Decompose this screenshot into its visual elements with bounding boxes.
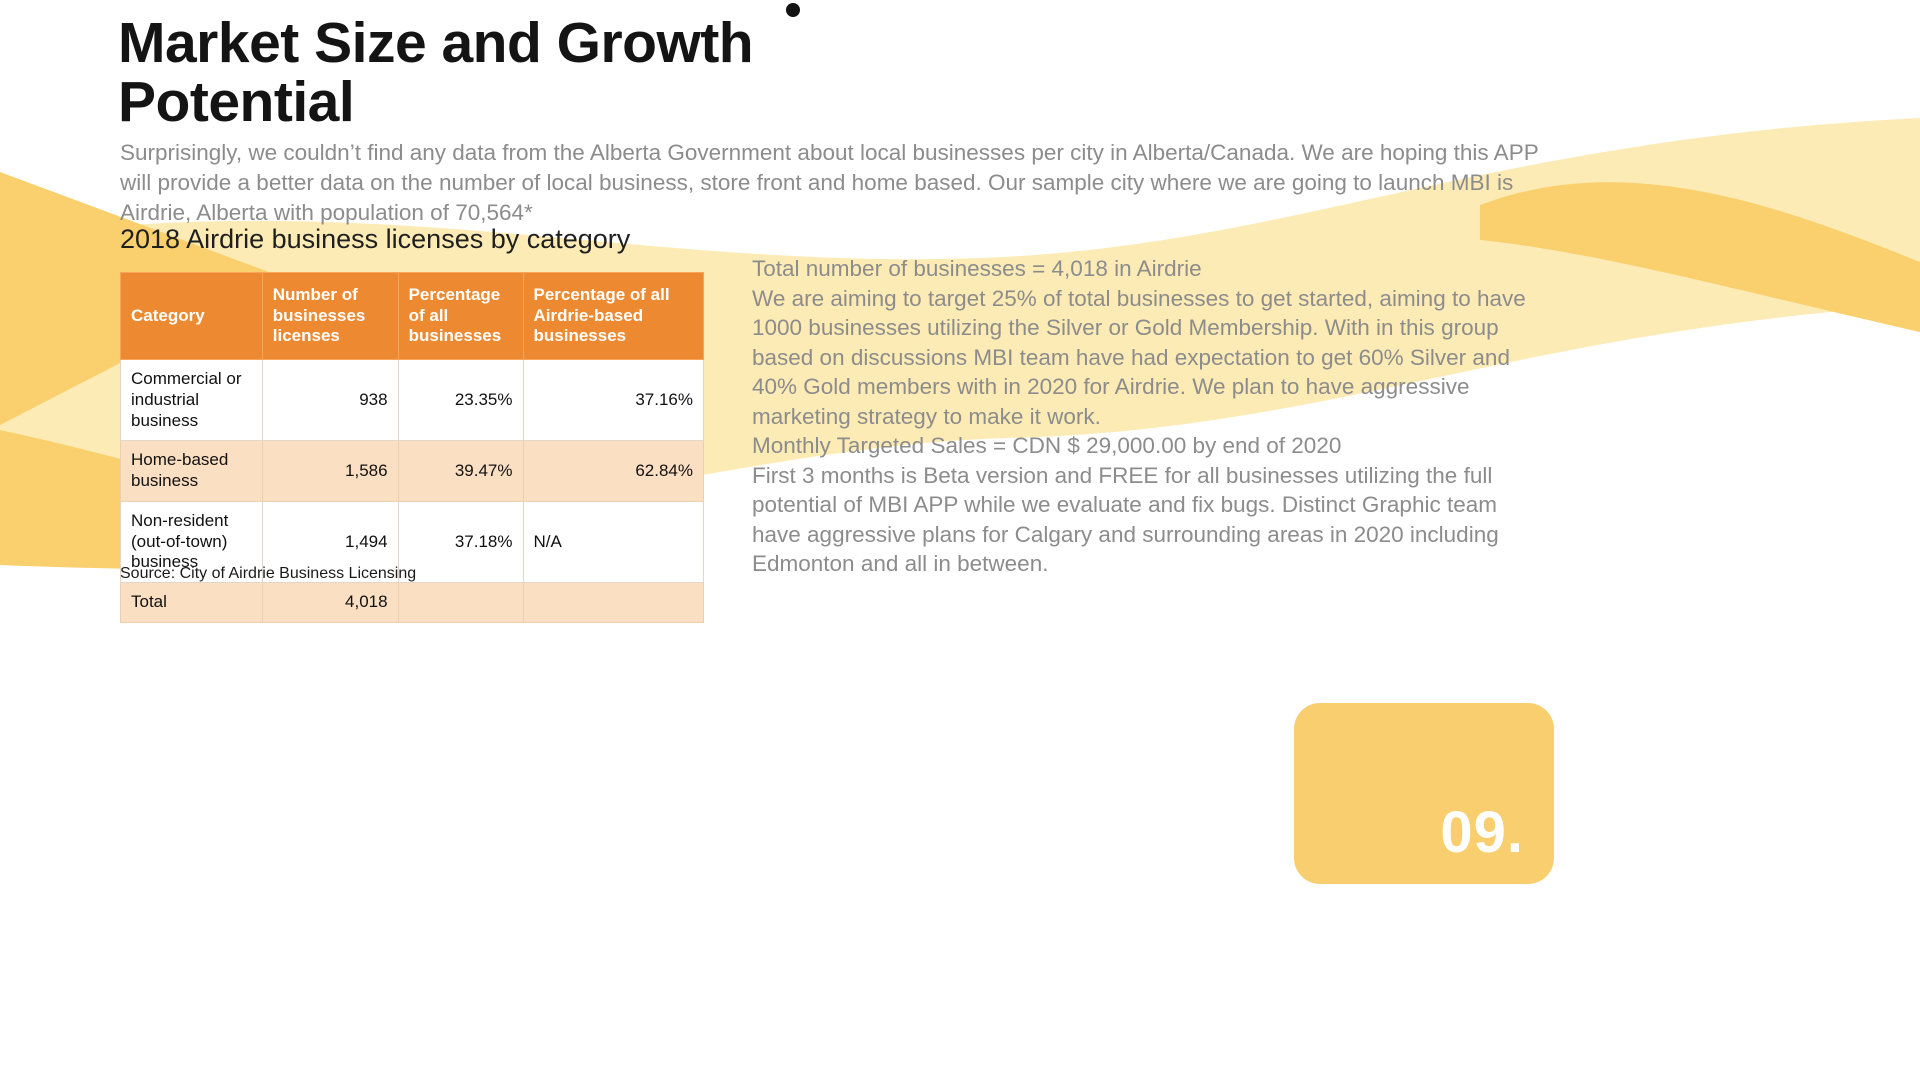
cell-category: Commercial or industrial business [120, 359, 263, 442]
business-licenses-table: Category Number of businesses licenses P… [120, 271, 704, 623]
intro-paragraph: Surprisingly, we couldn’t find any data … [120, 140, 1539, 225]
analysis-paragraph-sales: Monthly Targeted Sales = CDN $ 29,000.00… [752, 433, 1342, 458]
cell-pct-airdrie [522, 582, 704, 623]
header-category: Category [120, 271, 263, 361]
table-section-heading: 2018 Airdrie business licenses by catego… [120, 224, 631, 254]
table-row: Home-based business 1,586 39.47% 62.84% [120, 440, 704, 502]
gold-top-right-wave-shape [1480, 182, 1920, 332]
cell-licenses: 1,494 [261, 500, 399, 584]
page-number: 09. [1440, 800, 1524, 865]
cell-licenses: 938 [261, 359, 399, 442]
cell-pct-all: 23.35% [397, 359, 524, 442]
header-pct-airdrie-based: Percentage of all Airdrie-based business… [522, 271, 704, 361]
analysis-paragraph-beta: First 3 months is Beta version and FREE … [752, 462, 1499, 577]
title-line-2: Potential [118, 70, 355, 135]
cell-category: Non-resident (out-of-town) business [120, 500, 263, 584]
table-row: Commercial or industrial business 938 23… [120, 359, 704, 442]
table-source-note: Source: City of Airdrie Business Licensi… [120, 565, 417, 582]
cell-category: Total [120, 582, 263, 623]
page-number-box: 09. [1294, 703, 1554, 884]
title-line-1: Market Size and Growth [118, 11, 754, 75]
header-licenses: Number of businesses licenses [261, 271, 399, 361]
header-pct-all-businesses: Percentage of all businesses [397, 271, 524, 361]
analysis-paragraph-total: Total number of businesses = 4,018 in Ai… [752, 256, 1202, 281]
table-row-total: Total 4,018 [120, 582, 704, 623]
cell-licenses: 4,018 [261, 582, 399, 623]
table-row: Non-resident (out-of-town) business 1,49… [120, 500, 704, 584]
analysis-text-block: Total number of businesses = 4,018 in Ai… [752, 254, 1530, 579]
cell-pct-all: 37.18% [397, 500, 524, 584]
cell-pct-all: 39.47% [397, 440, 524, 502]
page-title: Market Size and Growth Potential [118, 11, 754, 135]
cell-pct-airdrie: 37.16% [522, 359, 704, 442]
cell-pct-airdrie: N/A [522, 500, 704, 584]
cell-pct-airdrie: 62.84% [522, 440, 704, 502]
dot-decoration [786, 3, 800, 17]
cell-licenses: 1,586 [261, 440, 399, 502]
cell-pct-all [397, 582, 524, 623]
analysis-paragraph-target: We are aiming to target 25% of total bus… [752, 285, 1526, 429]
cell-category: Home-based business [120, 440, 263, 502]
table-header-row: Category Number of businesses licenses P… [120, 271, 704, 361]
